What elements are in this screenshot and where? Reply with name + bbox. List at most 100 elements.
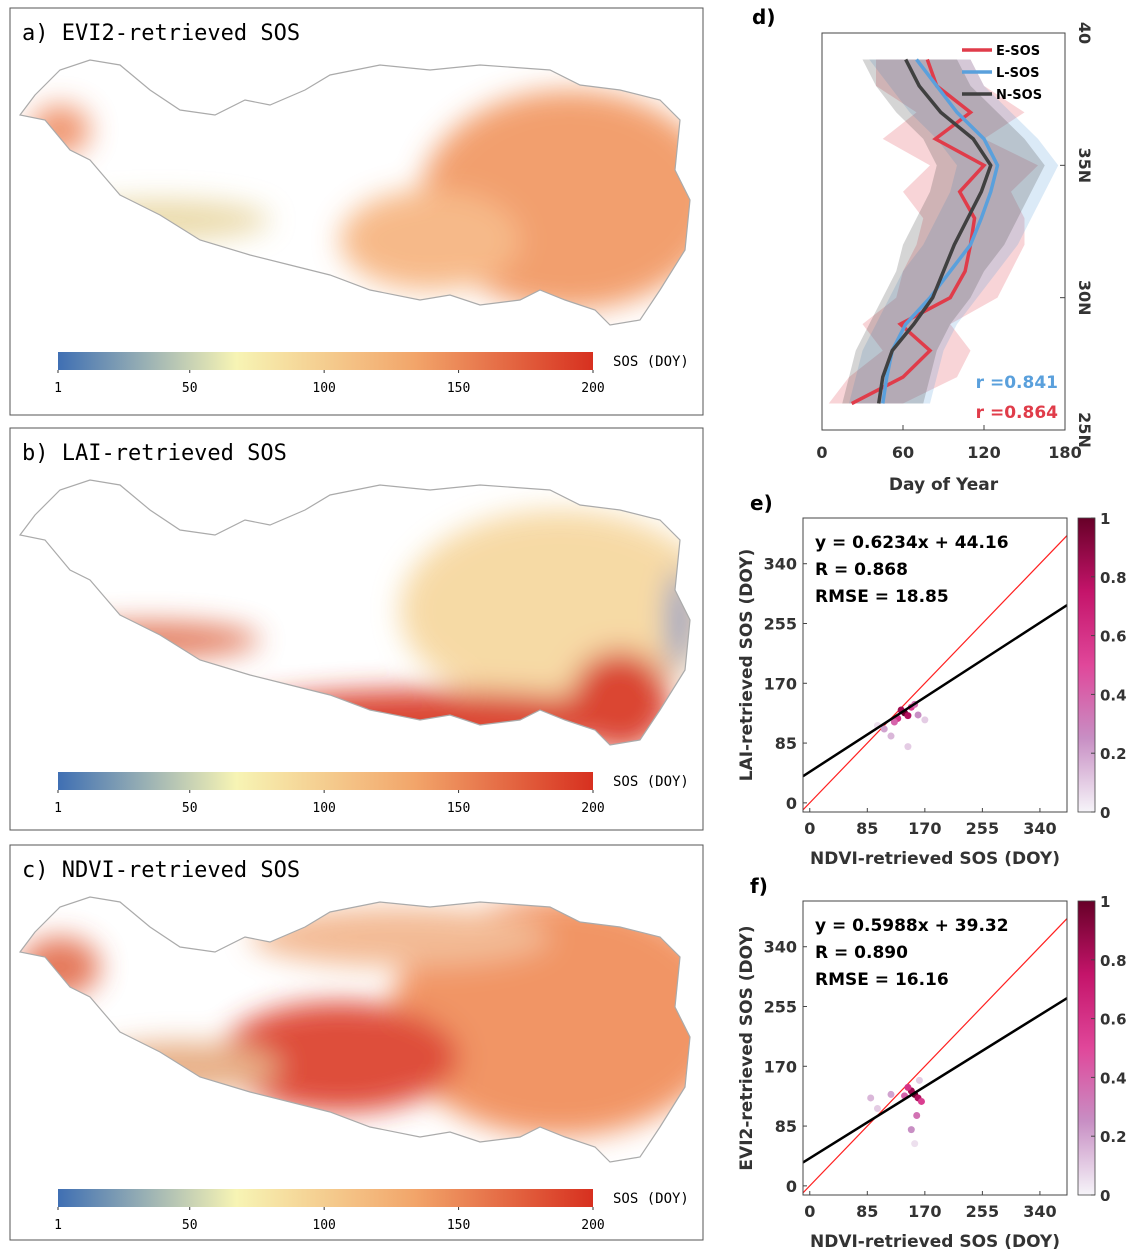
point [904,1083,912,1091]
legend-label: L-SOS [996,66,1039,81]
annotation: y = 0.5988x + 39.32 [815,916,1009,936]
legend-label: N-SOS [996,88,1042,103]
colorbar-tick-label: 1 [1100,510,1110,528]
identity-line [803,535,1067,811]
band [842,59,1045,404]
colorbar-tick-label: 0.6 [1100,628,1127,646]
identity-line [803,918,1067,1194]
y-tick-label: 340 [764,938,797,957]
panel-title: c) NDVI-retrieved SOS [22,858,300,883]
annotation: RMSE = 16.16 [815,970,949,990]
point [921,716,929,724]
colorbar-tick-label: 100 [312,381,335,396]
colorbar [58,352,593,370]
colorbar-tick-label: 50 [182,1218,198,1233]
map-a [19,59,691,326]
colorbar-tick-label: 1 [54,1218,62,1233]
x-tick-label: 340 [1023,1202,1056,1221]
x-tick-label: 255 [966,1202,999,1221]
y-tick-label: 40 [1075,22,1094,44]
x-tick-label: 340 [1023,819,1056,838]
y-tick-label: 0 [786,794,797,813]
annotation: r =0.841 [976,373,1058,393]
x-tick-label: 0 [804,819,815,838]
x-tick-label: 60 [892,443,914,462]
colorbar-tick-label: 1 [1100,893,1110,911]
plot-area [803,535,1067,811]
y-tick-label: 255 [764,615,797,634]
y-tick-label: 170 [764,674,797,693]
colorbar-tick-label: 150 [447,1218,470,1233]
axes-frame [821,32,1066,431]
y-tick-label: 0 [786,1177,797,1196]
colorbar-tick-label: 0.6 [1100,1011,1127,1029]
x-tick-label: 120 [967,443,1000,462]
y-tick-label: 30N [1075,280,1094,316]
colorbar-tick-label: 0.8 [1100,569,1127,587]
point [904,712,912,720]
line [876,58,993,404]
y-tick-label: 35N [1075,148,1094,184]
band [849,59,1059,404]
colorbar-tick-label: 0.4 [1100,1069,1127,1087]
point [904,743,912,751]
x-axis-label: Day of Year [889,475,999,495]
colorbar-tick-label: 150 [447,801,470,816]
colorbar-tick-label: 50 [182,381,198,396]
colorbar-tick-label: 0.8 [1100,952,1127,970]
x-tick-label: 170 [908,819,941,838]
y-tick-label: 340 [764,555,797,574]
panel-title: a) EVI2-retrieved SOS [22,21,300,46]
point [907,1126,915,1134]
point [890,718,898,726]
colorbar [58,772,593,790]
x-tick-label: 0 [804,1202,815,1221]
panel-title: e) [750,491,773,515]
y-tick-label: 85 [775,1117,797,1136]
fit-line [803,604,1067,778]
annotation: RMSE = 18.85 [815,587,949,607]
colorbar-tick-label: 0 [1100,1187,1110,1205]
colorbar-tick-label: 200 [581,381,604,396]
colorbar-tick-label: 150 [447,381,470,396]
colorbar-tick-label: 1 [54,381,62,396]
colorbar [1077,900,1096,1196]
y-axis-label: LAI-retrieved SOS (DOY) [737,549,757,782]
plot-area [803,918,1067,1194]
colorbar-tick-label: 200 [581,801,604,816]
fit-line [803,997,1067,1164]
x-axis-label: NDVI-retrieved SOS (DOY) [810,849,1060,869]
legend-label: E-SOS [996,44,1040,59]
y-tick-label: 170 [764,1057,797,1076]
panel-frame [9,427,704,831]
axes-frame [802,517,1068,813]
point [873,1104,881,1112]
point [911,1140,919,1148]
colorbar-label: SOS (DOY) [613,774,689,790]
colorbar-tick-label: 100 [312,1218,335,1233]
panel-title: b) LAI-retrieved SOS [22,441,287,466]
annotation: r =0.864 [976,403,1058,423]
point [867,1094,875,1102]
point [880,725,888,733]
map-c [19,896,691,1163]
point [887,732,895,740]
panel-title: d) [752,5,775,29]
y-axis-label: EVI2-retrieved SOS (DOY) [737,925,757,1170]
map-b [19,479,691,746]
colorbar-tick-label: 200 [581,1218,604,1233]
colorbar-tick-label: 50 [182,801,198,816]
annotation: R = 0.890 [815,943,908,963]
colorbar-tick-label: 0.2 [1100,1128,1127,1146]
x-tick-label: 85 [856,819,878,838]
y-tick-label: 25N [1075,412,1094,448]
panel-title: f) [750,874,768,898]
colorbar-tick-label: 0.4 [1100,686,1127,704]
line [850,58,987,406]
colorbar [1077,517,1096,813]
point [887,1090,895,1098]
annotation: R = 0.868 [815,560,908,580]
colorbar-label: SOS (DOY) [613,354,689,370]
colorbar-tick-label: 100 [312,801,335,816]
